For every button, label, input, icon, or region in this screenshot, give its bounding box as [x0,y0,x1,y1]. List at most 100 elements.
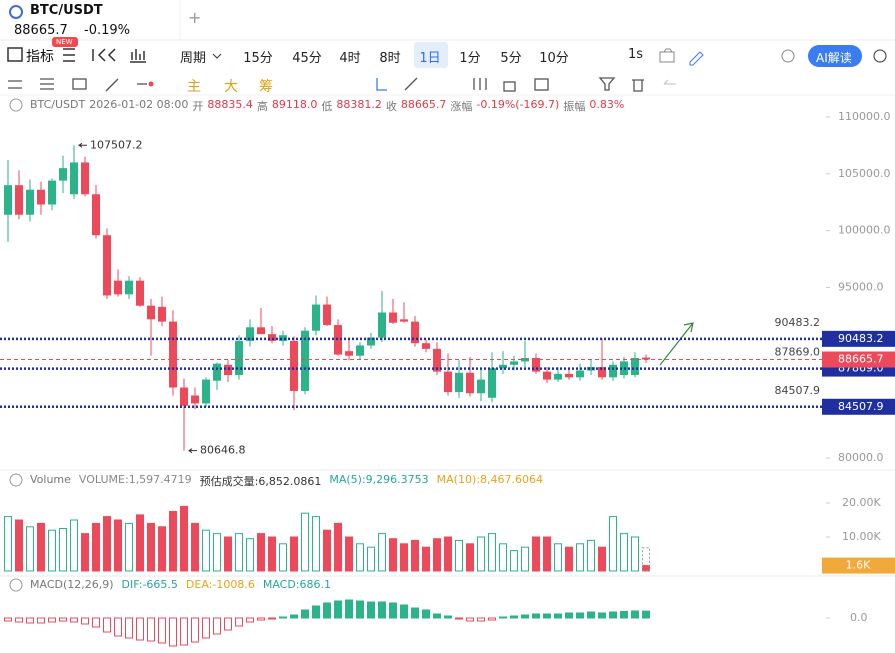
selected-interval-bg [414,42,448,68]
icon[interactable] [105,78,119,92]
candle-body [213,363,221,381]
icon[interactable] [473,78,487,90]
icon[interactable] [40,78,54,90]
chart-type-icon[interactable] [130,49,146,63]
y-tick-label: 0.0 [850,611,868,624]
macd-bar [631,610,639,619]
macd-title: MACD(12,26,9) [30,578,114,591]
volume-bar [389,538,397,572]
macd-bar [103,617,111,633]
interval-button[interactable]: 4时 [339,51,361,66]
candle-body [356,345,364,356]
candle-body [246,327,254,341]
macd-bar [114,617,122,637]
volume-bar [59,528,67,572]
macd-bar [532,613,540,619]
candle-body [367,337,375,346]
volume-bar [499,543,507,572]
badge-bg [52,37,78,47]
interval-button[interactable]: 10分 [539,51,569,66]
collapse-icon[interactable] [9,98,23,112]
macd-bar [213,617,221,635]
icon[interactable] [63,48,75,62]
volume-bar [81,533,89,572]
macd-bar [246,617,254,623]
extreme-label: 107507.2 [90,138,143,151]
candle-body [455,372,463,393]
volume-bar [136,514,144,572]
volume-bar [411,539,419,572]
volume-title: Volume [30,473,71,486]
pen-icon[interactable] [689,51,704,66]
candle-body [389,312,397,323]
icon[interactable] [404,77,418,91]
share-icon[interactable] [873,49,887,63]
candle-body [92,194,100,236]
candle-body [81,162,89,195]
ai-button[interactable]: AI解读 [816,51,852,65]
candle-body [268,334,276,341]
add-tab[interactable]: + [188,8,202,27]
volume-bar [235,533,243,572]
macd-bar [389,602,397,619]
interval-button[interactable]: 15分 [243,51,273,66]
overlay-tools: 主大筹 [0,76,300,96]
macd-bar [235,617,243,627]
icon[interactable] [72,78,87,90]
candle-body [37,189,45,205]
candle-body [158,306,166,322]
icon[interactable] [503,81,516,92]
overlay-tool[interactable]: 筹 [259,79,273,95]
icon[interactable] [632,79,644,92]
info-value: 88665.7 [400,98,447,111]
icon[interactable] [534,78,549,91]
settings-icon[interactable] [781,49,795,63]
level-box-label: 84507.9 [838,400,884,413]
interval-button[interactable]: 8时 [379,51,401,66]
volume-bar [378,533,386,572]
candle-body [103,235,111,296]
volume-bar [114,519,122,572]
camera-icon[interactable] [659,48,675,63]
macd-bar [554,613,562,619]
icon[interactable] [92,48,116,62]
indicator-icon[interactable] [7,47,23,62]
info-value: 89118.0 [271,98,318,111]
realtime-button[interactable]: 1s [628,47,644,62]
y-tick-label: 105000.0 [838,167,891,180]
period-select[interactable]: 周期 [180,51,207,66]
legend-item: MACD:686.1 [262,578,331,591]
trend-arrow [659,322,694,366]
icon[interactable] [8,80,22,89]
candle-body [180,387,188,406]
icon[interactable] [376,78,387,91]
candle-body [323,304,331,326]
volume-bar [169,511,177,572]
indicators-button[interactable]: 指标 [26,49,54,65]
icon[interactable] [663,79,676,85]
interval-button[interactable]: 5分 [500,51,522,66]
interval-button[interactable]: 45分 [292,51,322,66]
macd-bar [26,617,34,624]
overlay-tool[interactable]: 主 [187,79,201,95]
icon[interactable] [598,77,616,91]
macd-bar [257,617,265,621]
macd-bar [312,605,320,619]
interval-button[interactable]: 1日 [419,51,441,66]
info-label: 高 [256,100,268,113]
macd-bar [323,602,331,619]
overlay-tool[interactable]: 大 [224,79,238,95]
ai-button-bg[interactable] [808,45,862,67]
candle-body [598,367,606,378]
collapse-icon[interactable] [9,578,23,592]
dropdown-icon [212,53,222,59]
collapse-icon[interactable] [9,473,23,487]
icon[interactable] [148,81,154,87]
candle-body [48,180,56,205]
y-tick-label: 110000.0 [838,110,891,123]
macd-bar [81,617,89,625]
candle-body [59,168,67,181]
interval-button[interactable]: 1分 [459,51,481,66]
macd-bar [92,617,100,628]
